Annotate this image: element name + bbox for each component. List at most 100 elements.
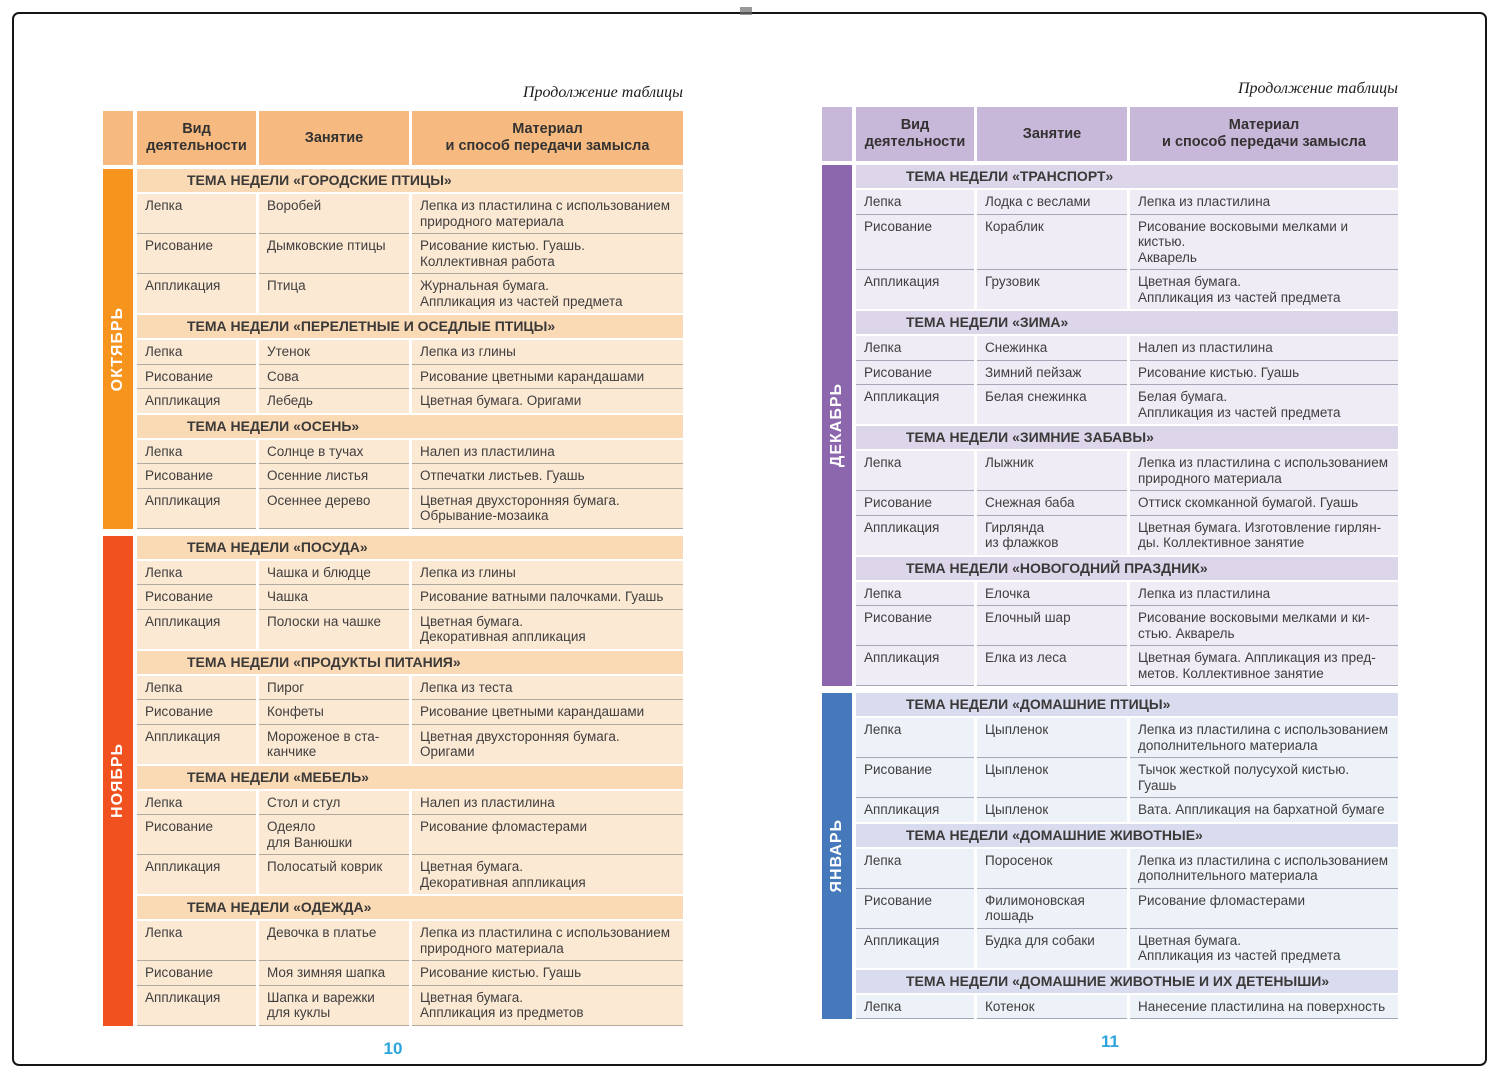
activity-name-cell: Лодка с веслами <box>977 190 1127 214</box>
activity-type-cell: Лепка <box>856 718 974 757</box>
theme-row: ТЕМА НЕДЕЛИ «НОВОГОДНИЙ ПРАЗДНИК» <box>856 556 1398 580</box>
activity-row: Лепка Лодка с веслами Лепка из пластилина <box>856 190 1398 214</box>
theme-row: ТЕМА НЕДЕЛИ «МЕБЕЛЬ» <box>137 765 683 789</box>
activity-type-cell: Рисование <box>856 359 974 384</box>
material-cell: Рисование восковыми мелками и ки- стью. … <box>1130 605 1398 645</box>
activity-row: Аппликация Цыпленок Вата. Аппликация на ба… <box>856 797 1398 822</box>
activity-name-cell: Зимний пейзаж <box>977 359 1127 384</box>
activity-name-cell: Кораблик <box>977 213 1127 269</box>
activity-type-cell: Лепка <box>856 994 974 1019</box>
material-cell: Лепка из пластилина с использованием доп… <box>1130 848 1398 888</box>
activity-type-cell: Аппликация <box>856 514 974 555</box>
month-label: ДЕКАБРЬ <box>828 383 845 468</box>
activity-type-cell: Лепка <box>856 190 974 214</box>
material-cell: Цветная бумага. Оригами <box>412 388 683 413</box>
activity-row: Лепка Цыпленок Лепка из пластилина с испол… <box>856 718 1398 757</box>
activity-name-cell: Елка из леса <box>977 645 1127 686</box>
activity-type-cell: Аппликация <box>856 269 974 309</box>
activity-row: Лепка Поросенок Лепка из пластилина с испо… <box>856 848 1398 888</box>
month-bar: ЯНВАРЬ <box>822 693 852 1019</box>
material-cell: Журнальная бумага. Аппликация из частей … <box>412 273 683 313</box>
activity-type-cell: Аппликация <box>137 854 256 894</box>
theme-row: ТЕМА НЕДЕЛИ «ЗИМА» <box>856 311 1398 334</box>
column-header: Занятие <box>977 107 1127 161</box>
material-cell: Рисование цветными карандашами <box>412 363 683 388</box>
material-cell: Лепка из пластилина <box>1130 190 1398 214</box>
material-cell: Рисование фломастерами <box>412 814 683 854</box>
activity-type-cell: Аппликация <box>856 384 974 424</box>
activity-name-cell: Елочка <box>977 581 1127 605</box>
column-header: Вид деятельности <box>137 111 256 165</box>
activity-name-cell: Цыпленок <box>977 757 1127 797</box>
material-cell: Рисование кистью. Гуашь <box>412 960 683 985</box>
activity-type-cell: Аппликация <box>137 723 256 764</box>
activity-name-cell: Осенние листья <box>259 463 409 488</box>
activity-type-cell: Рисование <box>137 463 256 488</box>
activity-row: Рисование Кораблик Рисование восковыми мел… <box>856 213 1398 269</box>
activity-name-cell: Котенок <box>977 994 1127 1019</box>
theme-row: ТЕМА НЕДЕЛИ «ОДЕЖДА» <box>137 896 683 919</box>
activity-name-cell: Лыжник <box>977 451 1127 490</box>
activity-row: Аппликация Елка из леса Цветная бумага. Ап… <box>856 645 1398 686</box>
activity-name-cell: Дымковские птицы <box>259 233 409 273</box>
activity-row: Аппликация Осеннее дерево Цветная двухстор… <box>137 487 683 529</box>
material-cell: Цветная бумага. Декоративная аппликация <box>412 854 683 894</box>
activity-row: Лепка Девочка в платье Лепка из пластилина… <box>137 921 683 960</box>
activity-row: Аппликация Птица Журнальная бумага. Апплик… <box>137 273 683 313</box>
material-cell: Лепка из пластилина с использованием при… <box>412 921 683 960</box>
column-header: Материал и способ передачи замысла <box>1130 107 1398 161</box>
activity-name-cell: Птица <box>259 273 409 313</box>
theme-row: ТЕМА НЕДЕЛИ «ТРАНСПОРТ» <box>856 165 1398 188</box>
activity-type-cell: Аппликация <box>137 984 256 1026</box>
material-cell: Тычок жесткой полусухой кистью. Гуашь <box>1130 757 1398 797</box>
month-bar: ОКТЯБРЬ <box>103 169 133 529</box>
activity-type-cell: Лепка <box>856 848 974 888</box>
activity-row: Лепка Стол и стул Налеп из пластилина <box>137 790 683 814</box>
activity-row: Рисование Чашка Рисование ватными палочкам… <box>137 584 683 609</box>
month-block: ОКТЯБРЬ ТЕМА НЕДЕЛИ «ГОРОДСКИЕ ПТИЦЫ» Лепк… <box>103 169 683 529</box>
material-cell: Цветная бумага. Аппликация из частей пре… <box>1130 927 1398 968</box>
material-cell: Лепка из теста <box>412 675 683 699</box>
table-header: Вид деятельности Занятие Материал и способ… <box>103 111 683 165</box>
left-page: Продолжение таблицы Вид деятельности Заня… <box>103 84 683 1059</box>
activity-row: Аппликация Лебедь Цветная бумага. Оригами <box>137 388 683 413</box>
theme-row: ТЕМА НЕДЕЛИ «ПРОДУКТЫ ПИТАНИЯ» <box>137 650 683 674</box>
month-bar: ДЕКАБРЬ <box>822 165 852 686</box>
material-cell: Лепка из глины <box>412 560 683 584</box>
material-cell: Рисование цветными карандашами <box>412 699 683 724</box>
activity-type-cell: Рисование <box>856 490 974 515</box>
activity-type-cell: Лепка <box>137 439 256 463</box>
material-cell: Лепка из пластилина <box>1130 581 1398 605</box>
activity-row: Лепка Воробей Лепка из пластилина с исполь… <box>137 194 683 233</box>
continuation-note: Продолжение таблицы <box>1237 80 1398 97</box>
theme-row: ТЕМА НЕДЕЛИ «ДОМАШНИЕ ЖИВОТНЫЕ» <box>856 823 1398 847</box>
page-number: 11 <box>1101 1032 1119 1051</box>
material-cell: Рисование фломастерами <box>1130 887 1398 928</box>
activity-row: Рисование Елочный шар Рисование восковыми … <box>856 605 1398 645</box>
activity-name-cell: Цыпленок <box>977 797 1127 822</box>
activity-name-cell: Снежинка <box>977 336 1127 360</box>
theme-row: ТЕМА НЕДЕЛИ «ПОСУДА» <box>137 535 683 559</box>
activity-name-cell: Конфеты <box>259 699 409 724</box>
material-cell: Рисование кистью. Гуашь. Коллективная ра… <box>412 233 683 273</box>
material-cell: Отпечатки листьев. Гуашь <box>412 463 683 488</box>
activity-name-cell: Будка для собаки <box>977 927 1127 968</box>
activity-row: Лепка Снежинка Налеп из пластилина <box>856 336 1398 360</box>
activity-row: Рисование Осенние листья Отпечатки листьев… <box>137 463 683 488</box>
material-cell: Белая бумага. Аппликация из частей предм… <box>1130 384 1398 424</box>
activity-type-cell: Лепка <box>856 451 974 490</box>
activity-type-cell: Аппликация <box>137 608 256 649</box>
material-cell: Нанесение пластилина на поверхность <box>1130 994 1398 1019</box>
activity-type-cell: Рисование <box>137 363 256 388</box>
activity-type-cell: Аппликация <box>856 797 974 822</box>
activity-name-cell: Елочный шар <box>977 605 1127 645</box>
activity-type-cell: Аппликация <box>856 645 974 686</box>
activity-row: Лепка Утенок Лепка из глины <box>137 340 683 364</box>
material-cell: Оттиск скомканной бумагой. Гуашь <box>1130 490 1398 515</box>
activity-type-cell: Лепка <box>137 921 256 960</box>
activity-name-cell: Воробей <box>259 194 409 233</box>
material-cell: Цветная бумага. Аппликация из частей пре… <box>1130 269 1398 309</box>
activity-name-cell: Снежная баба <box>977 490 1127 515</box>
theme-row: ТЕМА НЕДЕЛИ «ГОРОДСКИЕ ПТИЦЫ» <box>137 169 683 192</box>
activity-type-cell: Лепка <box>856 336 974 360</box>
